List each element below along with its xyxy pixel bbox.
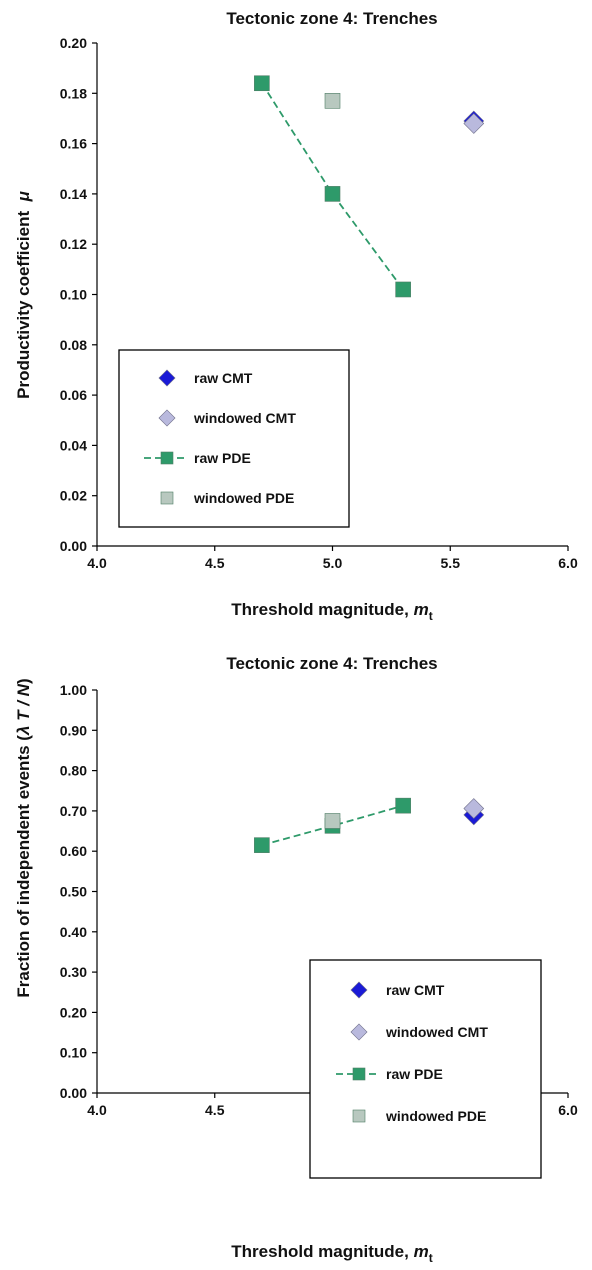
point-windowed-pde: [324, 813, 341, 829]
point-raw-pde: [395, 281, 411, 298]
y-axis-label-symbol: μ: [14, 190, 33, 202]
y-axis-label: Productivity coefficient μ: [14, 190, 33, 398]
y-tick-label: 0.10: [60, 1045, 87, 1061]
y-tick-label: 0.90: [60, 722, 87, 738]
y-tick-label: 1.00: [60, 682, 87, 698]
y-tick-label: 0.60: [60, 843, 87, 859]
y-tick-label: 0.70: [60, 803, 87, 819]
y-tick-label: 0.16: [60, 136, 87, 152]
y-axis-label-text: Productivity coefficient: [14, 201, 33, 398]
y-tick-label: 0.02: [60, 488, 87, 504]
y-tick-label: 0.06: [60, 387, 87, 403]
point-raw-pde: [395, 797, 411, 814]
y-tick-label: 0.30: [60, 964, 87, 980]
x-axis-label: Threshold magnitude, mt: [231, 1242, 432, 1265]
legend-marker-windowed-pde: [352, 1109, 366, 1123]
legend: raw CMT windowed CMT raw PDE windowed PDE: [309, 959, 542, 1179]
x-axis-label-symbol: m: [414, 1242, 429, 1261]
legend-label-windowed-pde: windowed PDE: [193, 490, 294, 506]
y-tick-label: 0.08: [60, 337, 87, 353]
y-tick-label: 0.00: [60, 1085, 87, 1101]
y-tick-label: 0.12: [60, 236, 87, 252]
y-tick-label: 0.20: [60, 35, 87, 51]
chart-independent-fraction: Tectonic zone 4: Trenches 4.04.55.05.56.…: [14, 654, 578, 1265]
x-axis-label-text: Threshold magnitude,: [231, 600, 413, 619]
chart-title: Tectonic zone 4: Trenches: [226, 9, 437, 28]
x-tick-label: 4.5: [205, 1102, 225, 1118]
x-tick-label: 4.0: [87, 1102, 107, 1118]
y-tick-labels: 0.00 0.02 0.04 0.06 0.08 0.10 0.12 0.14 0.16 0.18…: [60, 35, 87, 554]
point-windowed-pde: [324, 93, 341, 109]
axes: [92, 42, 569, 551]
legend-box: [309, 959, 542, 1179]
chart-title: Tectonic zone 4: Trenches: [226, 654, 437, 673]
point-windowed-cmt: [463, 113, 485, 134]
x-tick-label: 4.0: [87, 555, 107, 571]
y-tick-label: 0.00: [60, 538, 87, 554]
y-axis-label-end: ): [14, 678, 33, 684]
legend-marker-raw-cmt: [158, 369, 176, 387]
chart-productivity: Tectonic zone 4: Trenches 4.0 4.5 5.0 5.5 6.…: [14, 9, 578, 623]
legend-label-raw-pde: raw PDE: [194, 450, 251, 466]
data-marks: [254, 75, 485, 298]
legend-label-windowed-pde: windowed PDE: [385, 1108, 486, 1124]
legend: raw CMT windowed CMT raw PDE windowed PDE: [118, 349, 350, 528]
x-tick-label: 4.5: [205, 555, 225, 571]
x-tick-label: 5.5: [441, 555, 461, 571]
x-axis-label-subscript: t: [429, 1251, 433, 1265]
y-tick-label: 0.50: [60, 884, 87, 900]
legend-marker-windowed-pde: [160, 491, 174, 505]
point-raw-pde: [254, 75, 270, 92]
data-marks: [254, 797, 485, 853]
x-axis-label: Threshold magnitude, mt: [231, 600, 432, 623]
y-tick-label: 0.80: [60, 763, 87, 779]
y-axis-label-text: Fraction of independent events (: [14, 735, 33, 998]
legend-label-windowed-cmt: windowed CMT: [385, 1024, 488, 1040]
legend-box: [118, 349, 350, 528]
legend-marker-raw-pde: [160, 451, 174, 465]
x-tick-label: 5.0: [323, 555, 343, 571]
series-line-raw-pde: [261, 804, 404, 847]
legend-marker-raw-pde: [352, 1067, 366, 1081]
y-tick-label: 0.04: [60, 437, 87, 453]
point-raw-pde: [254, 837, 270, 853]
x-tick-label: 6.0: [558, 555, 578, 571]
y-tick-label: 0.40: [60, 924, 87, 940]
y-tick-label: 0.18: [60, 85, 87, 101]
legend-marker-raw-cmt: [350, 981, 368, 999]
series-line-raw-pde: [261, 82, 404, 291]
legend-marker-windowed-cmt: [158, 409, 176, 427]
x-axis-label-symbol: m: [414, 600, 429, 619]
legend-label-raw-cmt: raw CMT: [386, 982, 445, 998]
legend-label-windowed-cmt: windowed CMT: [193, 410, 296, 426]
x-axis-label-text: Threshold magnitude,: [231, 1242, 413, 1261]
y-tick-label: 0.14: [60, 186, 87, 202]
legend-label-raw-pde: raw PDE: [386, 1066, 443, 1082]
x-tick-labels: 4.0 4.5 5.0 5.5 6.0: [87, 555, 578, 571]
legend-label-raw-cmt: raw CMT: [194, 370, 253, 386]
y-axis-label: Fraction of independent events (λ T / N): [14, 678, 33, 997]
legend-marker-windowed-cmt: [350, 1023, 368, 1041]
y-axis-label-symbol: λ T / N: [14, 683, 33, 736]
point-windowed-cmt: [463, 798, 485, 819]
x-axis-label-subscript: t: [429, 609, 433, 623]
point-raw-pde: [324, 186, 341, 202]
y-tick-label: 0.20: [60, 1004, 87, 1020]
x-tick-label: 6.0: [558, 1102, 578, 1118]
y-tick-label: 0.10: [60, 287, 87, 303]
y-tick-labels: 0.00 0.10 0.20 0.30 0.40 0.50 0.60 0.70 0.80 0.90…: [60, 682, 87, 1101]
